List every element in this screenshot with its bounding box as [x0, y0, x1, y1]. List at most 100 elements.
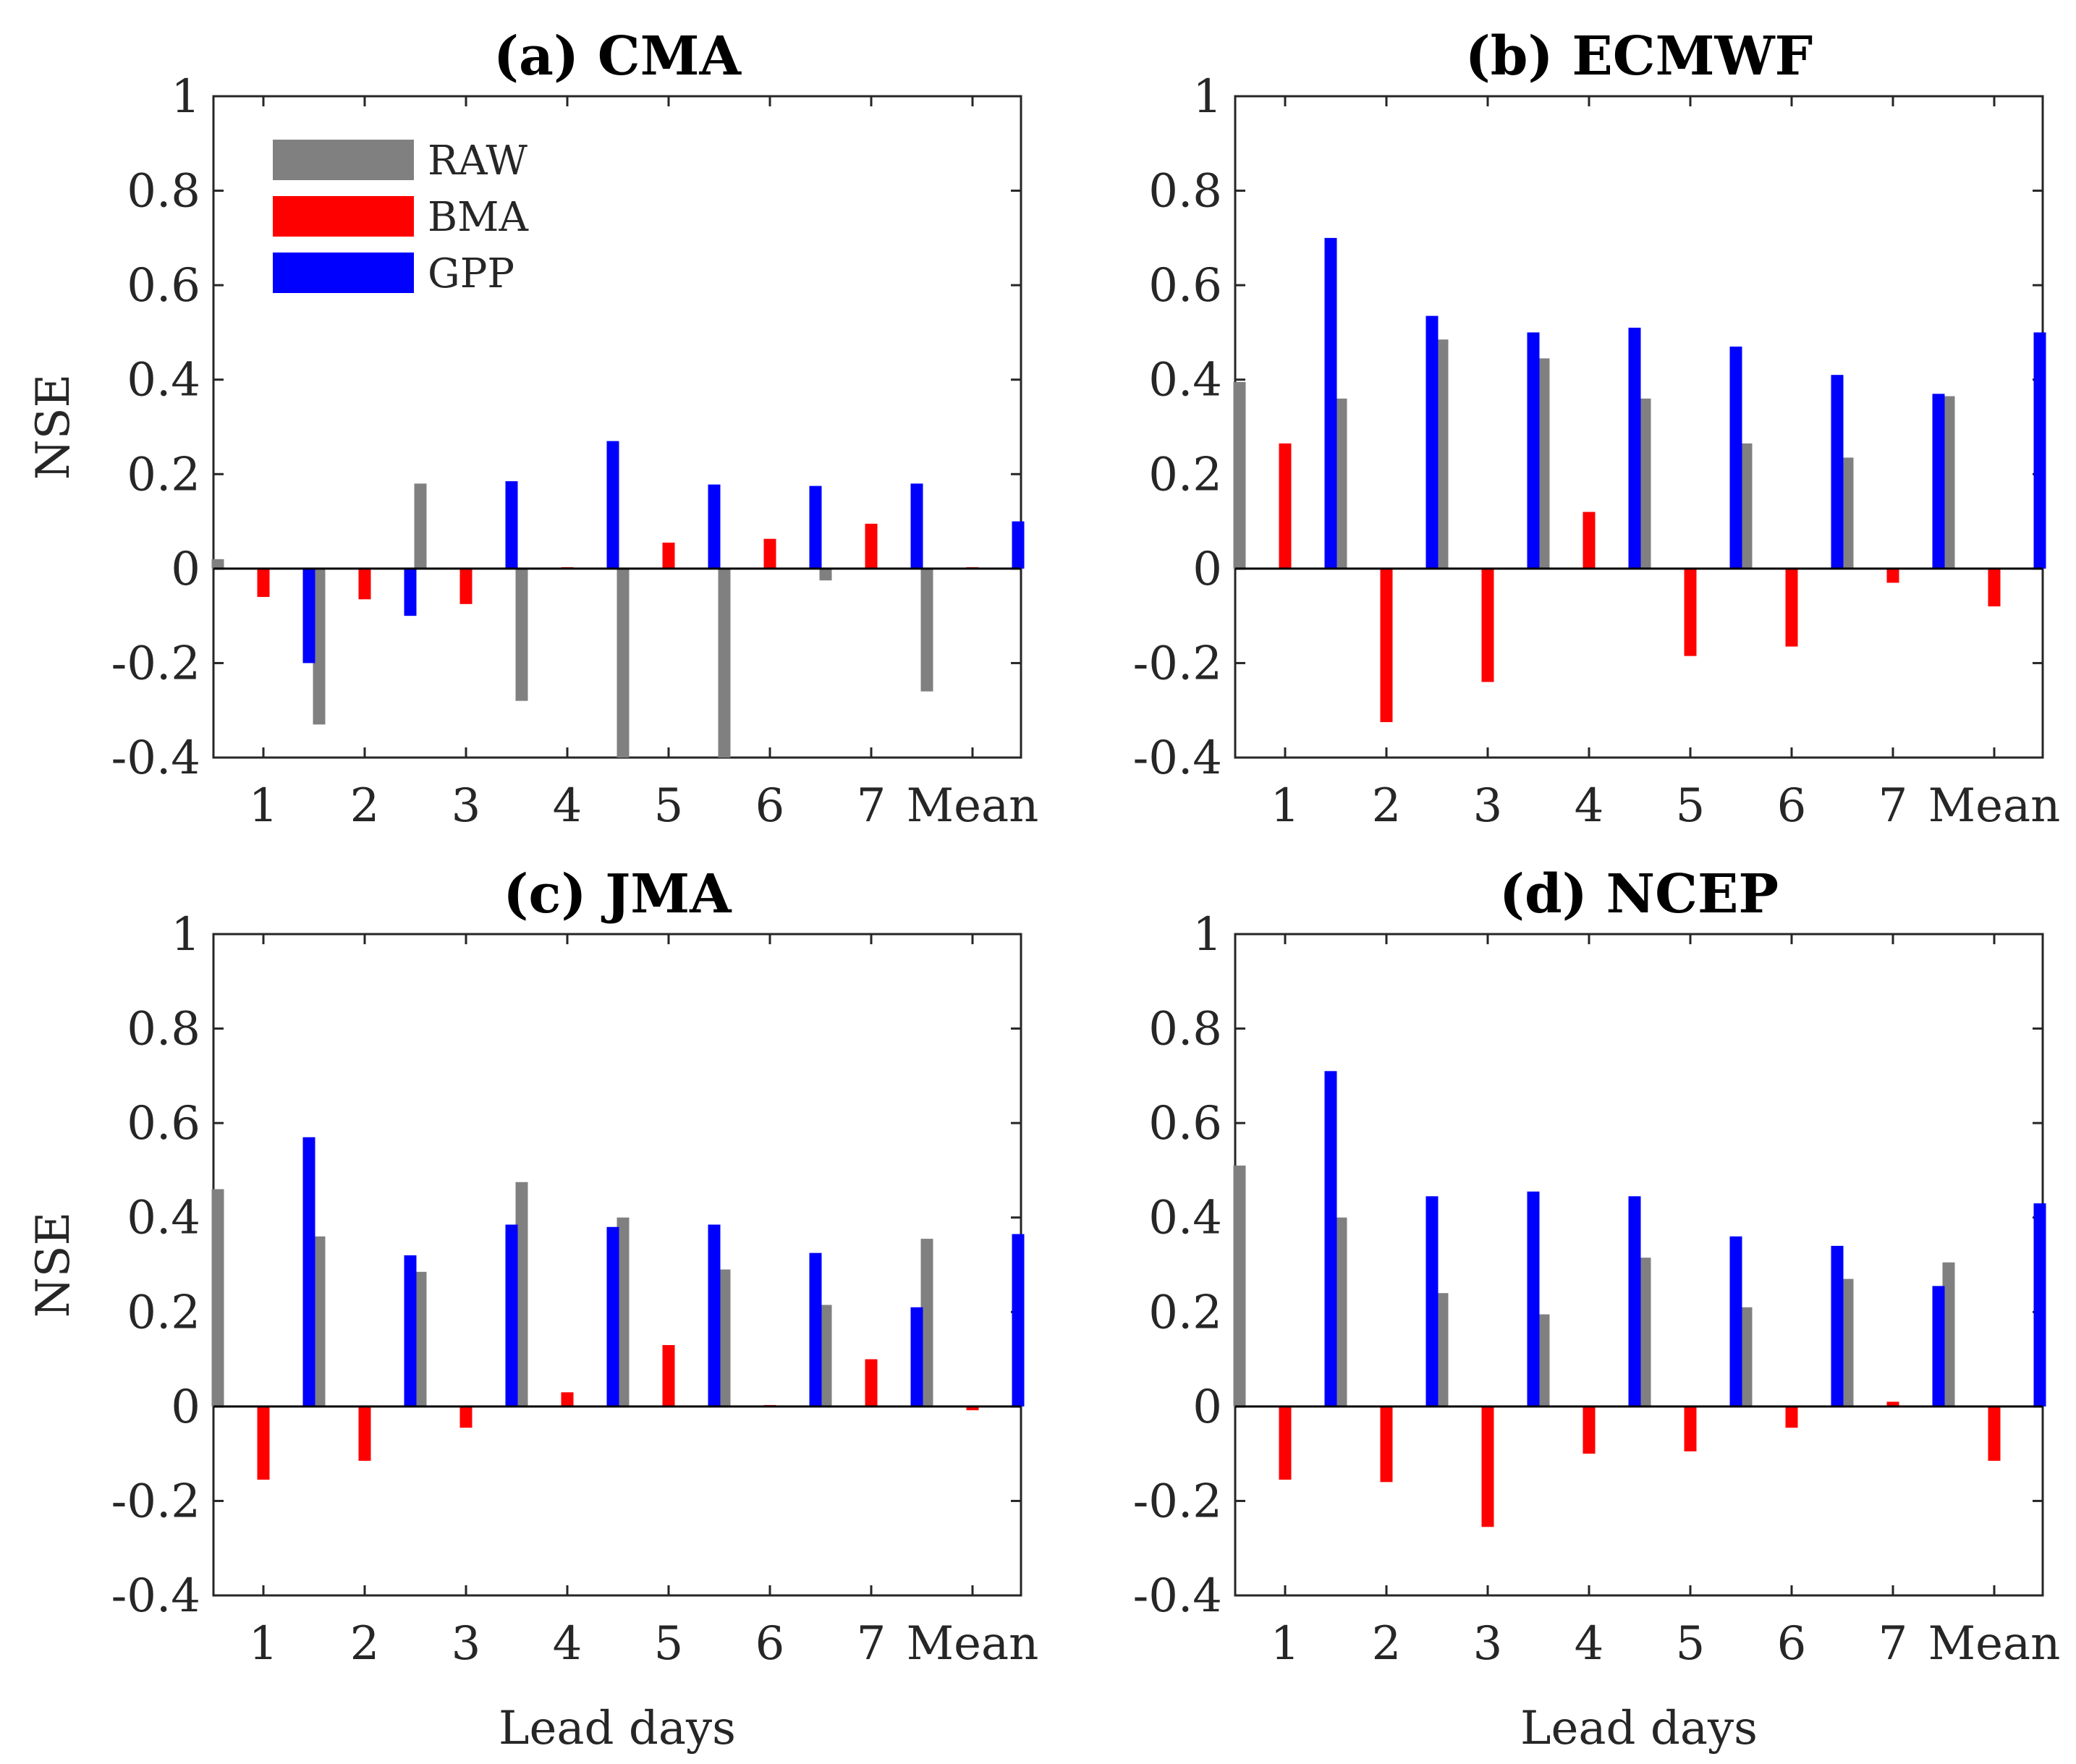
x-tick-label: 2: [1372, 1617, 1402, 1671]
y-tick-label: 0.6: [1148, 259, 1222, 313]
bar-bma-mean: [1988, 568, 2001, 607]
bar-raw-1: [1233, 381, 1246, 569]
bar-raw-5: [1638, 398, 1651, 569]
y-tick-label: 0.4: [127, 354, 200, 407]
bar-raw-5: [1638, 1258, 1651, 1407]
x-tick-label: 7: [857, 779, 886, 833]
legend: RAW BMA GPP: [273, 137, 528, 297]
y-tick-label: 0.6: [1148, 1097, 1222, 1150]
bar-raw-4: [1537, 358, 1550, 569]
y-tick-label: 0.8: [1148, 165, 1222, 219]
y-tick-label: 0: [171, 543, 200, 596]
bar-gpp-7: [910, 483, 923, 569]
legend-swatch-bma: [273, 196, 414, 237]
bar-bma-4: [561, 1392, 574, 1407]
y-tick-label: 0.8: [127, 1003, 200, 1056]
bar-bma-7: [865, 523, 878, 569]
x-tick-label: 6: [1777, 1617, 1807, 1671]
x-tick-label: Mean: [1928, 1617, 2061, 1671]
bar-bma-5: [1684, 1406, 1697, 1451]
x-tick-label: 1: [249, 779, 279, 833]
x-tick-label: 6: [1777, 779, 1807, 833]
y-tick-label: 0.6: [127, 259, 200, 313]
bar-bma-mean: [1988, 1406, 2001, 1461]
y-tick-label: 0.2: [127, 448, 200, 501]
bar-raw-2: [1334, 1217, 1347, 1407]
y-tick-label: -0.2: [1133, 637, 1222, 690]
bar-bma-1: [257, 1406, 270, 1480]
legend-swatch-raw: [273, 140, 414, 180]
bar-raw-1: [1233, 1165, 1246, 1407]
y-axis-label: NSE: [27, 1212, 80, 1318]
x-tick-label: Mean: [907, 1617, 1039, 1671]
y-tick-label: 1: [171, 70, 200, 124]
x-tick-label: 3: [452, 1617, 481, 1671]
x-tick-label: 6: [755, 1617, 785, 1671]
bar-gpp-4: [606, 441, 619, 569]
bar-bma-7: [1886, 568, 1899, 583]
bar-bma-1: [257, 568, 270, 598]
bar-bma-3: [1481, 568, 1494, 682]
bar-gpp-7: [910, 1307, 923, 1407]
bar-raw-mean: [1942, 1262, 1955, 1407]
y-tick-label: 0.4: [127, 1192, 200, 1245]
bar-gpp-mean: [1012, 1234, 1025, 1407]
bar-gpp-2: [1425, 315, 1439, 569]
x-tick-label: 3: [1473, 779, 1503, 833]
bar-raw-2: [313, 568, 326, 725]
bar-raw-3: [414, 1271, 427, 1407]
bar-gpp-3: [1527, 1191, 1540, 1407]
bar-raw-mean: [1942, 396, 1955, 569]
y-tick-label: -0.4: [1133, 732, 1222, 785]
y-tick-label: 0.2: [1148, 448, 1222, 501]
y-tick-label: -0.2: [111, 637, 200, 690]
bar-bma-1: [1279, 443, 1292, 569]
x-axis-label: Lead days: [1520, 1702, 1758, 1755]
x-tick-label: 4: [1575, 1617, 1604, 1671]
y-tick-label: 0: [1192, 543, 1222, 596]
x-tick-label: 2: [350, 1617, 380, 1671]
chart-panel-2: (b) ECMWF -0.4 -0.2 0 0.2 0.4 0.6 0.8 1 1 2 3 4 5 6 7 Me…: [1133, 25, 2061, 833]
bar-gpp-3: [505, 1224, 518, 1407]
x-tick-label: 1: [249, 1617, 279, 1671]
bar-raw-1: [211, 559, 224, 569]
x-tick-label: 5: [654, 779, 684, 833]
bar-gpp-6: [1831, 375, 1844, 569]
panel-title: (b) ECMWF: [1465, 25, 1813, 88]
bar-gpp-5: [1729, 1236, 1742, 1407]
bar-gpp-4: [606, 1226, 619, 1407]
bar-bma-6: [1785, 1406, 1798, 1428]
bar-gpp-6: [809, 1252, 822, 1407]
bar-bma-5: [662, 542, 675, 569]
bar-raw-1: [211, 1189, 224, 1407]
bar-bma-6: [763, 538, 776, 569]
bar-raw-6: [718, 568, 731, 758]
bar-bma-2: [358, 568, 371, 600]
y-tick-label: -0.4: [111, 1569, 200, 1623]
y-tick-label: 0.8: [1148, 1003, 1222, 1056]
y-tick-label: -0.4: [1133, 1569, 1222, 1623]
y-tick-label: 0.4: [1148, 354, 1222, 407]
bar-bma-5: [1684, 568, 1697, 656]
bar-raw-3: [1436, 1293, 1449, 1407]
bar-gpp-4: [1628, 1196, 1641, 1407]
y-tick-label: 0: [1192, 1381, 1222, 1434]
x-axis-label: Lead days: [499, 1702, 736, 1755]
x-tick-label: 1: [1271, 779, 1300, 833]
x-tick-label: Mean: [1928, 779, 2061, 833]
bar-raw-2: [313, 1236, 326, 1407]
x-tick-label: 6: [755, 779, 785, 833]
chart-panel-1: (a) CMA -0.4 -0.2 0 0.2 0.4 0.6 0.8 1 1 2 3 4 5 6 7 Mean…: [27, 25, 1038, 833]
panel-title: (c) JMA: [503, 863, 732, 925]
bar-gpp-2: [1425, 1196, 1439, 1407]
bar-raw-mean: [920, 568, 933, 692]
x-tick-label: 4: [1575, 779, 1604, 833]
bar-raw-4: [1537, 1314, 1550, 1407]
bar-bma-2: [358, 1406, 371, 1461]
x-tick-label: 1: [1271, 1617, 1300, 1671]
y-tick-label: -0.4: [111, 732, 200, 785]
bar-gpp-6: [1831, 1245, 1844, 1407]
bar-gpp-2: [404, 1255, 417, 1407]
bar-raw-5: [617, 1217, 630, 1407]
